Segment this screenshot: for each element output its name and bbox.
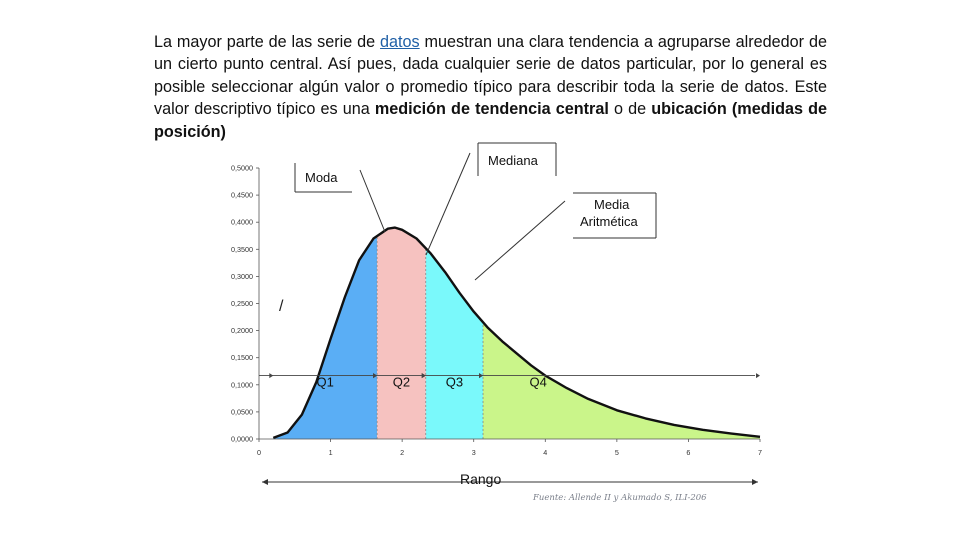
curve-layer	[272, 226, 761, 440]
y-tick-label: 0,3500	[231, 245, 253, 254]
region-q1	[273, 236, 378, 439]
region-q4	[483, 322, 760, 439]
x-tick-label: 6	[686, 448, 690, 457]
mediana-callout: Mediana	[425, 142, 557, 256]
media-callout: Media Aritmética	[474, 192, 657, 281]
mediana-label: Mediana	[488, 153, 539, 168]
description-paragraph: La mayor parte de las serie de datos mue…	[154, 31, 827, 143]
y-tick-label: 0,4000	[231, 218, 253, 227]
y-tick-label: 0,2000	[231, 326, 253, 335]
paragraph-bold-1: medición de tendencia central	[374, 100, 609, 119]
x-tick-label: 0	[257, 448, 261, 457]
rango-arrowhead-left	[262, 479, 268, 485]
quartile-arrowhead	[373, 373, 378, 379]
stray-mark: /	[279, 298, 284, 315]
y-tick-label: 0,4500	[231, 191, 253, 200]
media-label-line2: Aritmética	[580, 214, 639, 229]
quartile-arrowhead	[756, 373, 760, 379]
moda-label: Moda	[305, 170, 338, 185]
datos-link[interactable]: datos	[380, 33, 420, 51]
x-axis: 0 1 2 3 4 5 6 7	[257, 438, 762, 457]
quartile-arrowhead	[421, 373, 426, 379]
media-pointer	[474, 200, 566, 281]
mediana-pointer	[425, 152, 471, 256]
x-tick-label: 5	[615, 448, 619, 457]
x-tick-label: 7	[758, 448, 762, 457]
y-tick-label: 0,2500	[231, 299, 253, 308]
paragraph-text-2: muestran una clara tendencia a agruparse…	[154, 33, 827, 119]
quartile-arrowhead	[269, 373, 274, 379]
paragraph-bold-2: ubicación (medidas de posición)	[154, 100, 827, 141]
distribution-curve	[272, 226, 761, 440]
quartile-range-lines	[259, 373, 760, 379]
moda-callout: Moda	[294, 163, 386, 233]
paragraph-text-1: La mayor parte de las serie de	[154, 33, 381, 51]
media-label-line1: Media	[594, 197, 630, 212]
x-tick-label: 2	[400, 448, 404, 457]
y-tick-label: 0,0500	[231, 407, 253, 416]
y-tick-label: 0,1500	[231, 353, 253, 362]
x-tick-label: 1	[329, 448, 333, 457]
quartile-label-q4: Q4	[529, 375, 546, 390]
region-q2	[377, 227, 426, 439]
moda-pointer	[359, 169, 386, 233]
rango-label: Rango	[460, 471, 501, 487]
paragraph-text-3: o de	[608, 100, 652, 119]
quartile-labels: Q1 Q2 Q3 Q4	[317, 375, 547, 390]
quartile-arrowhead	[479, 373, 484, 379]
quartile-label-q1: Q1	[317, 375, 334, 390]
y-tick-label: 0,1000	[231, 380, 253, 389]
quartile-regions	[273, 227, 760, 439]
x-tick-label: 3	[472, 448, 476, 457]
rango-arrow: Rango	[262, 471, 758, 487]
source-note: Fuente: Allende II y Akumado S, ILI-206	[532, 493, 707, 503]
y-tick-label: 0,3000	[231, 272, 253, 281]
y-axis: 0,0000 0,0500 0,1000 0,1500 0,2000 0,2500 0,30…	[231, 164, 260, 444]
y-tick-label: 0,5000	[231, 164, 253, 173]
region-q3	[425, 248, 483, 439]
quartile-label-q2: Q2	[393, 375, 410, 390]
x-tick-label: 4	[543, 448, 547, 457]
quartile-label-q3: Q3	[446, 375, 463, 390]
y-tick-label: 0,0000	[231, 435, 253, 444]
rango-arrowhead-right	[752, 479, 758, 485]
